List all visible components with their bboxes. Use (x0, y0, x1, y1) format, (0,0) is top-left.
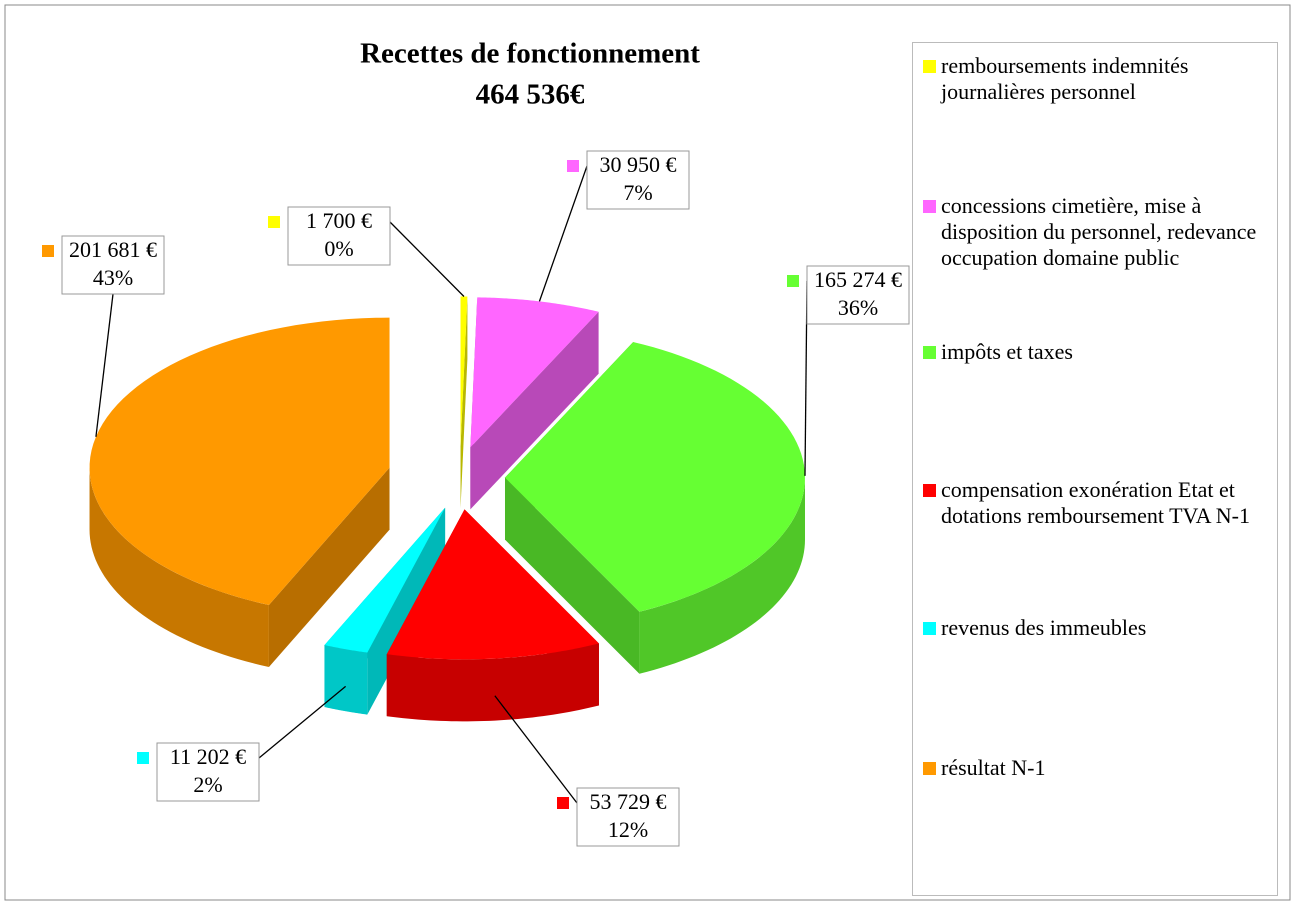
legend-label: résultat N-1 (941, 755, 1046, 780)
leader-line (258, 685, 347, 759)
leader-line (494, 695, 578, 804)
percent-label: 43% (93, 265, 133, 290)
slice-top (89, 317, 390, 605)
percent-label: 0% (324, 236, 353, 261)
percent-label: 36% (838, 295, 878, 320)
legend-swatch (923, 484, 936, 497)
slice-top (460, 296, 468, 447)
leader-line (538, 165, 588, 302)
value-label: 11 202 € (170, 744, 246, 769)
slice-side (268, 467, 390, 667)
legend-label: compensation exonération Etat et dotatio… (941, 477, 1250, 528)
label-swatch (268, 216, 280, 228)
legend-swatch (923, 762, 936, 775)
value-label: 30 950 € (600, 152, 677, 177)
legend-label: impôts et taxes (941, 339, 1073, 364)
slice (470, 297, 599, 510)
slice-top (470, 297, 599, 448)
label-box (806, 265, 910, 325)
label-swatch (42, 245, 54, 257)
percent-label: 7% (623, 180, 652, 205)
value-label: 53 729 € (590, 789, 667, 814)
slice-wall (386, 643, 599, 722)
legend-label: concessions cimetière, mise à dispositio… (941, 193, 1257, 270)
legend-swatch (923, 60, 936, 73)
label-box (61, 235, 165, 295)
slice-top (324, 507, 446, 653)
legend-label: remboursements indemnités journalières p… (941, 53, 1189, 104)
label-swatch (787, 275, 799, 287)
slice (504, 342, 805, 674)
chart-subtitle: 464 536€ (476, 79, 585, 111)
label-box (586, 150, 690, 210)
slice (89, 317, 390, 667)
leader-line (95, 293, 114, 437)
slice-top (386, 509, 599, 660)
slice-top (504, 342, 805, 612)
slice-wall (324, 645, 368, 715)
label-swatch (137, 752, 149, 764)
legend-item: impôts et taxes (923, 339, 1291, 365)
slice (386, 509, 599, 722)
label-box (287, 206, 391, 266)
percent-label: 12% (608, 817, 648, 842)
value-label: 201 681 € (69, 237, 157, 262)
value-label: 1 700 € (306, 208, 372, 233)
legend-item: concessions cimetière, mise à dispositio… (923, 193, 1291, 271)
label-swatch (567, 160, 579, 172)
legend-label: revenus des immeubles (941, 615, 1147, 640)
chart-title: Recettes de fonctionnement (360, 38, 700, 70)
legend-item: résultat N-1 (923, 755, 1291, 781)
legend-swatch (923, 346, 936, 359)
percent-label: 2% (193, 772, 222, 797)
slice (460, 296, 468, 509)
legend-swatch (923, 200, 936, 213)
label-box (156, 742, 260, 802)
slice-wall (89, 467, 269, 667)
legend-swatch (923, 622, 936, 635)
leader-line (389, 221, 465, 297)
slice-wall (639, 477, 805, 674)
slice (324, 507, 446, 715)
legend: remboursements indemnités journalières p… (912, 42, 1278, 896)
slice-side (460, 296, 468, 509)
label-box (576, 787, 680, 847)
legend-item: compensation exonération Etat et dotatio… (923, 477, 1291, 529)
slice-side (470, 311, 599, 510)
legend-item: remboursements indemnités journalières p… (923, 53, 1291, 105)
legend-item: revenus des immeubles (923, 615, 1291, 641)
slice-side (504, 477, 640, 674)
label-swatch (557, 797, 569, 809)
value-label: 165 274 € (814, 267, 902, 292)
